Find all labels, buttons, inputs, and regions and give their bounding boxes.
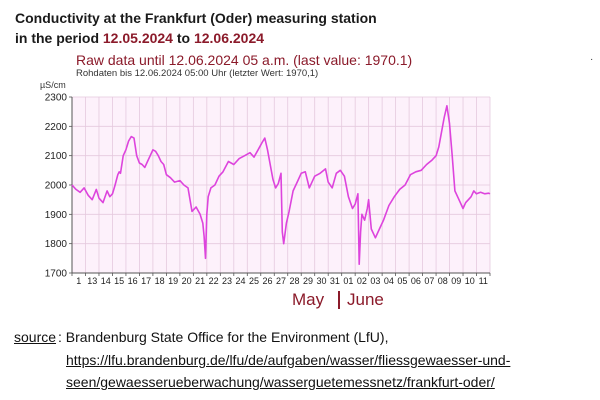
x-tick-label: 1 [76,276,81,286]
y-axis-label: µS/cm [40,80,66,90]
x-tick-label: 18 [155,276,165,286]
x-tick-label: 25 [249,276,259,286]
x-tick-label: 15 [114,276,124,286]
source-link-line2[interactable]: seen/gewaesserueberwachung/wassergueteme… [66,374,495,390]
x-tick-label: 22 [209,276,219,286]
source-text: : Brandenburg State Office for the Envir… [58,329,389,345]
y-tick-label: 2100 [45,151,68,162]
x-tick-label: 08 [438,276,448,286]
x-tick-label: 16 [128,276,138,286]
x-tick-label: 24 [236,276,246,286]
y-tick-label: 1700 [45,269,68,280]
y-tick-label: 2200 [45,122,68,133]
source-link-line1[interactable]: https://lfu.brandenburg.de/lfu/de/aufgab… [66,352,511,368]
x-tick-label: 20 [182,276,192,286]
x-tick-label: 09 [451,276,461,286]
x-tick-label: 28 [289,276,299,286]
source-label: source [14,329,57,345]
x-tick-label: 29 [303,276,313,286]
y-tick-label: 2000 [45,181,68,192]
x-tick-label: 05 [397,276,407,286]
month-label-june: June [347,290,384,309]
x-tick-label: 01 [343,276,353,286]
x-tick-label: 23 [222,276,232,286]
x-tick-label: 30 [316,276,326,286]
title-period-mid: to [172,30,194,46]
x-tick-label: 07 [424,276,434,286]
month-separator [338,291,340,309]
month-label-may: May [292,290,325,309]
x-tick-label: 26 [263,276,273,286]
x-tick-label: 17 [141,276,151,286]
x-tick-label: 02 [357,276,367,286]
stray-mark: · [590,54,594,65]
title-period-prefix: in the period [15,30,103,46]
chart-title-line1: Conductivity at the Frankfurt (Oder) mea… [15,10,377,26]
y-tick-label: 2300 [45,93,68,104]
x-tick-label: 06 [411,276,421,286]
chart-title-line2: in the period 12.05.2024 to 12.06.2024 [15,30,264,46]
date-from: 12.05.2024 [102,30,173,46]
x-tick-label: 04 [384,276,394,286]
y-tick-label: 1900 [45,210,68,221]
x-tick-label: 31 [330,276,340,286]
x-tick-label: 21 [195,276,205,286]
x-tick-label: 03 [370,276,380,286]
chart-subtitle: Raw data until 12.06.2024 05 a.m. (last … [76,52,413,68]
x-tick-label: 27 [276,276,286,286]
x-tick-label: 11 [479,276,488,286]
x-tick-label: 10 [465,276,475,286]
x-tick-label: 14 [101,276,111,286]
y-tick-label: 1800 [45,239,68,250]
date-to: 12.06.2024 [193,30,265,46]
chart-subtitle-german: Rohdaten bis 12.06.2024 05:00 Uhr (letzt… [76,68,319,79]
x-tick-label: 13 [87,276,97,286]
series-line [71,105,491,265]
x-tick-label: 19 [168,276,178,286]
